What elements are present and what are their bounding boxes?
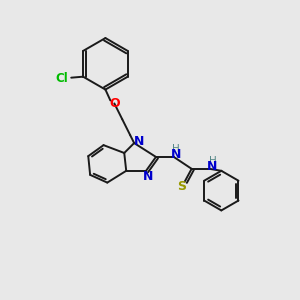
Text: Cl: Cl [55, 72, 68, 85]
Text: H: H [208, 156, 216, 166]
Text: N: N [134, 135, 144, 148]
Text: N: N [143, 170, 153, 183]
Text: H: H [172, 144, 180, 154]
Text: N: N [207, 160, 218, 173]
Text: S: S [177, 180, 186, 193]
Text: O: O [109, 97, 120, 110]
Text: N: N [171, 148, 181, 161]
